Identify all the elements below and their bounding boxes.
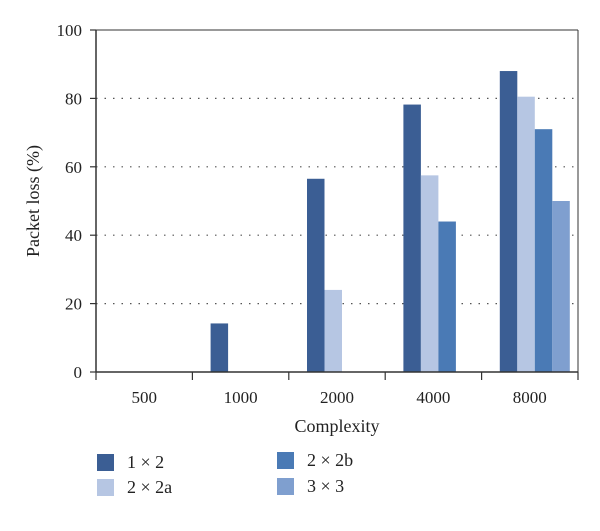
bar [534, 129, 553, 372]
x-ticks: 500 1000 2000 4000 8000 [95, 372, 579, 407]
bar [324, 289, 342, 372]
bar [517, 96, 535, 372]
bar [420, 175, 439, 372]
y-tick-label: 20 [65, 295, 82, 314]
y-tick-label: 60 [65, 158, 82, 177]
x-tick-label: 4000 [416, 388, 450, 407]
y-ticks: 0 20 40 60 80 100 [57, 21, 96, 382]
legend-label: 1 × 2 [127, 452, 164, 472]
x-tick-label: 8000 [513, 388, 547, 407]
legend-label: 3 × 3 [307, 476, 344, 496]
bar [552, 201, 570, 372]
bars [210, 71, 570, 372]
axes [95, 29, 579, 373]
bar [210, 323, 229, 372]
y-tick-label: 40 [65, 226, 82, 245]
bar [403, 104, 421, 372]
legend: 1 × 2 2 × 2a 2 × 2b 3 × 3 [97, 450, 353, 497]
bar [499, 71, 518, 372]
legend-swatch [277, 478, 294, 495]
legend-swatch [97, 479, 114, 496]
x-axis-title: Complexity [295, 416, 380, 436]
y-axis-title: Packet loss (%) [23, 145, 44, 257]
x-tick-label: 2000 [320, 388, 354, 407]
x-tick-label: 500 [131, 388, 157, 407]
y-tick-label: 0 [74, 363, 83, 382]
y-tick-label: 100 [57, 21, 83, 40]
legend-swatch [97, 454, 114, 471]
x-tick-label: 1000 [224, 388, 258, 407]
bar [438, 221, 456, 372]
y-tick-label: 80 [65, 89, 82, 108]
legend-swatch [277, 452, 294, 469]
bar [307, 178, 325, 372]
legend-label: 2 × 2b [307, 450, 353, 470]
legend-label: 2 × 2a [127, 477, 172, 497]
